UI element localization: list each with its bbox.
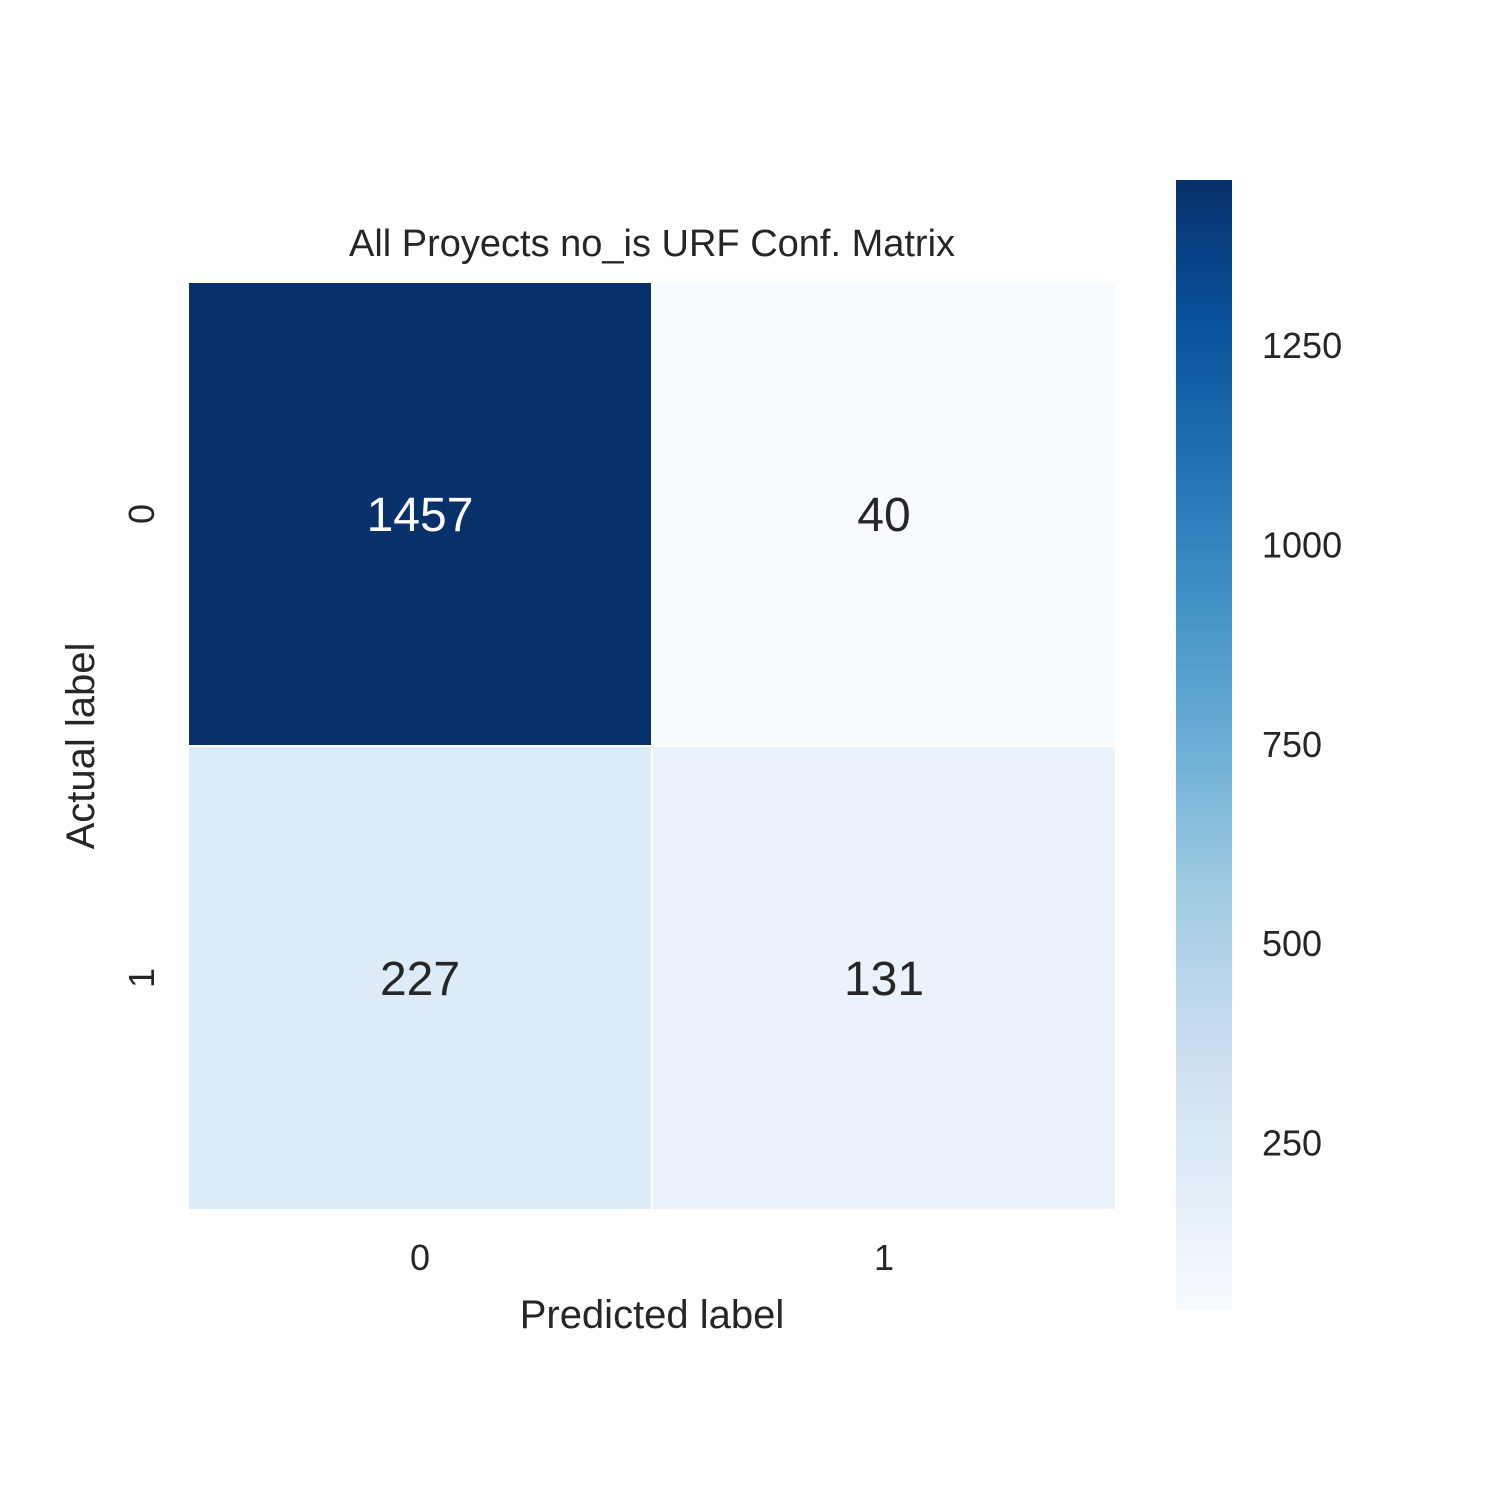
colorbar-tick-label-500: 500 — [1262, 923, 1322, 964]
colorbar — [1176, 180, 1232, 1310]
cell-value-label-0-0: 1457 — [367, 489, 474, 542]
heatmap-cell-1-0 — [187, 745, 653, 1211]
cell-value-label-1-1: 131 — [844, 953, 924, 1006]
x-tick-label-0: 0 — [410, 1237, 430, 1278]
heatmap-cell-labels: 1457 40 227 131 — [367, 489, 924, 1006]
heatmap-cell-0-1 — [651, 281, 1117, 747]
y-axis-ticks: 01 — [121, 504, 162, 988]
heatmap-cells — [187, 281, 1117, 1211]
chart-title: All Proyects no_is URF Conf. Matrix — [349, 223, 955, 265]
heatmap-cell-1-1 — [651, 745, 1117, 1211]
colorbar-tick-label-750: 750 — [1262, 724, 1322, 765]
x-axis-label: Predicted label — [520, 1293, 785, 1337]
y-tick-label-0: 0 — [121, 504, 162, 524]
y-axis-label: Actual label — [59, 643, 103, 850]
heatmap-cell-0-0 — [187, 281, 653, 747]
cell-value-label-1-0: 227 — [380, 953, 460, 1006]
colorbar-ticks: 250 500 750 1000 1250 — [1262, 325, 1342, 1163]
colorbar-tick-label-1250: 1250 — [1262, 325, 1342, 366]
y-tick-label-1: 1 — [121, 968, 162, 988]
colorbar-tick-label-1000: 1000 — [1262, 524, 1342, 565]
cell-value-label-0-1: 40 — [857, 489, 910, 542]
x-tick-label-1: 1 — [874, 1237, 894, 1278]
colorbar-tick-label-250: 250 — [1262, 1123, 1322, 1164]
